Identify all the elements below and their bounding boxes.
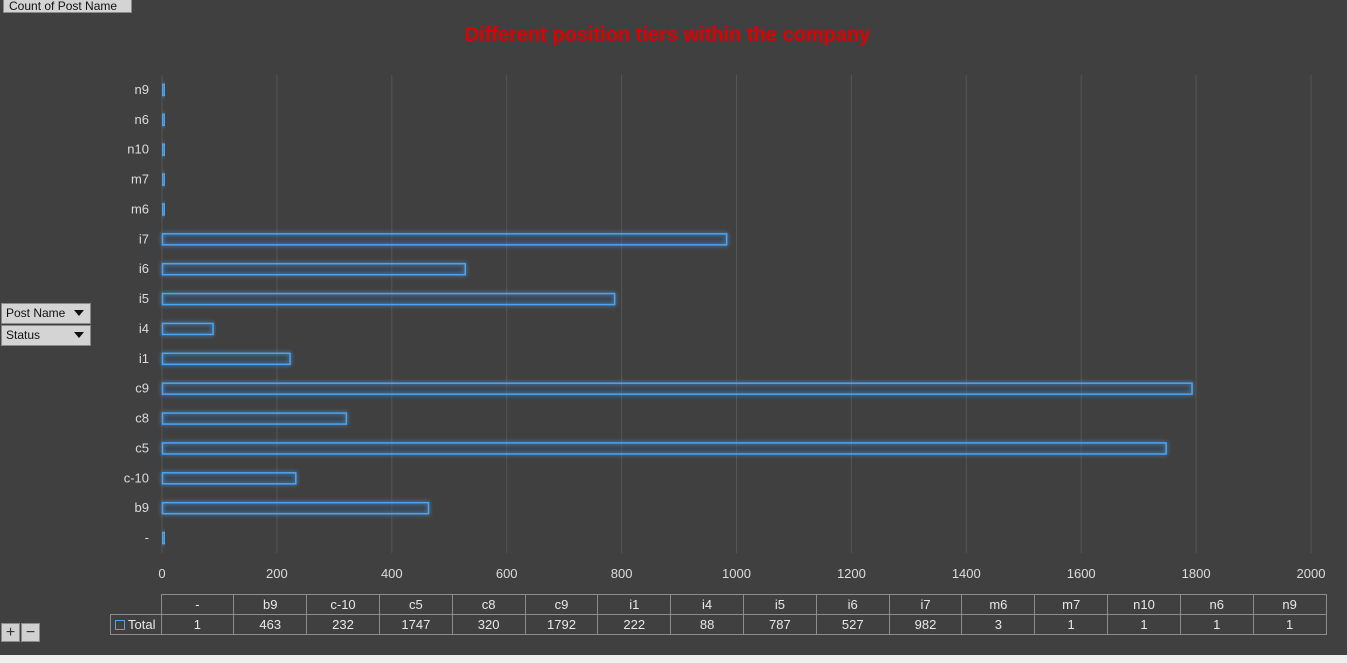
x-tick-label: 1000 bbox=[722, 566, 751, 581]
x-tick-label: 400 bbox=[381, 566, 403, 581]
data-table-category: c5 bbox=[378, 594, 453, 615]
chart-data-table: - b9 c-10 c5 c8 c9 i1 i4 i5 i6 i7 m6 m7 n10 n6 n9 Total… bbox=[110, 594, 1327, 635]
y-category-label: m7 bbox=[131, 172, 149, 187]
bar-n9[interactable] bbox=[161, 83, 166, 97]
bar-n6[interactable] bbox=[161, 113, 166, 127]
status-field-label: Status bbox=[6, 328, 41, 342]
data-table-category: b9 bbox=[233, 594, 308, 615]
data-table-category: n9 bbox=[1252, 594, 1327, 615]
data-table-series-label: Total bbox=[110, 614, 162, 635]
data-table-value: 232 bbox=[306, 614, 380, 635]
bar-n10[interactable] bbox=[161, 143, 166, 156]
data-table-category: c8 bbox=[451, 594, 526, 615]
y-category-label: i6 bbox=[139, 261, 149, 276]
post-name-field-button[interactable]: Post Name bbox=[1, 303, 91, 324]
data-table-value: 1 bbox=[1252, 614, 1327, 635]
y-category-label: i1 bbox=[139, 351, 149, 366]
data-table-value: 982 bbox=[888, 614, 963, 635]
data-table-value: 527 bbox=[815, 614, 890, 635]
data-table-category: i5 bbox=[743, 594, 817, 615]
chevron-down-icon[interactable] bbox=[74, 332, 84, 338]
bar-i1[interactable] bbox=[161, 352, 291, 366]
y-category-label: c9 bbox=[135, 381, 149, 396]
data-table-category: c-10 bbox=[306, 594, 380, 615]
bar-c8[interactable] bbox=[161, 412, 348, 425]
y-category-label: i7 bbox=[139, 231, 149, 246]
data-table-value: 1 bbox=[1107, 614, 1181, 635]
data-table-value: 3 bbox=[961, 614, 1036, 635]
y-category-label: c5 bbox=[135, 440, 149, 455]
data-table-value: 88 bbox=[670, 614, 744, 635]
data-table-value: 222 bbox=[597, 614, 672, 635]
bar--[interactable] bbox=[161, 531, 166, 545]
x-tick-label: 800 bbox=[611, 566, 633, 581]
data-table-value: 787 bbox=[743, 614, 817, 635]
bar-i4[interactable] bbox=[161, 322, 214, 336]
data-table-category: m7 bbox=[1034, 594, 1109, 615]
series-name: Total bbox=[128, 617, 156, 632]
x-tick-label: 2000 bbox=[1297, 566, 1326, 581]
y-category-label: i4 bbox=[139, 321, 149, 336]
x-tick-label: 1600 bbox=[1067, 566, 1096, 581]
x-tick-label: 1400 bbox=[952, 566, 981, 581]
data-table-category: i1 bbox=[597, 594, 672, 615]
data-table-category: m6 bbox=[961, 594, 1036, 615]
bar-c9[interactable] bbox=[161, 382, 1193, 395]
data-table-value: 320 bbox=[451, 614, 526, 635]
sheet-scrollbar[interactable] bbox=[0, 655, 1347, 663]
data-table-corner bbox=[110, 594, 162, 615]
x-tick-label: 1200 bbox=[837, 566, 866, 581]
bar-i5[interactable] bbox=[161, 292, 616, 306]
y-category-label: c-10 bbox=[124, 470, 149, 485]
chevron-down-icon[interactable] bbox=[74, 310, 84, 316]
bar-c-10[interactable] bbox=[161, 472, 297, 485]
bar-m6[interactable] bbox=[161, 203, 166, 216]
y-category-label: n10 bbox=[127, 142, 149, 157]
data-table-category: n6 bbox=[1179, 594, 1254, 615]
y-category-label: c8 bbox=[135, 411, 149, 426]
x-tick-label: 200 bbox=[266, 566, 288, 581]
zoom-out-button[interactable]: − bbox=[21, 623, 40, 642]
bar-c5[interactable] bbox=[161, 442, 1167, 455]
data-table-value: 463 bbox=[233, 614, 308, 635]
data-table-value: 1792 bbox=[524, 614, 599, 635]
y-category-label: b9 bbox=[135, 500, 149, 515]
post-name-field-label: Post Name bbox=[6, 306, 66, 320]
bar-m7[interactable] bbox=[161, 173, 166, 186]
values-field-button[interactable]: Count of Post Name bbox=[3, 0, 132, 13]
data-table-value: 1 bbox=[1179, 614, 1254, 635]
data-table-category: i4 bbox=[670, 594, 744, 615]
bar-b9[interactable] bbox=[161, 501, 430, 515]
zoom-in-button[interactable]: + bbox=[1, 623, 20, 642]
y-category-label: n6 bbox=[135, 112, 149, 127]
data-table-category: n10 bbox=[1107, 594, 1181, 615]
y-category-label: - bbox=[145, 530, 149, 545]
bar-i6[interactable] bbox=[161, 262, 467, 276]
x-tick-label: 1800 bbox=[1182, 566, 1211, 581]
data-table-values-row: Total 1 463 232 1747 320 1792 222 88 787 527 982 3 1… bbox=[110, 614, 1327, 635]
status-field-button[interactable]: Status bbox=[1, 325, 91, 346]
data-table-category: - bbox=[160, 594, 235, 615]
bar-i7[interactable] bbox=[161, 233, 728, 246]
bar-chart-plot: 0 200 400 600 800 1000 1200 1400 1600 1800 2000 - b9… bbox=[124, 75, 1326, 581]
data-table-category: i6 bbox=[815, 594, 890, 615]
chart-title: Different position tiers within the comp… bbox=[464, 24, 871, 46]
y-category-label: n9 bbox=[135, 82, 149, 97]
data-table-header-row: - b9 c-10 c5 c8 c9 i1 i4 i5 i6 i7 m6 m7 n10 n6 n9 bbox=[110, 594, 1327, 615]
data-table-category: c9 bbox=[524, 594, 599, 615]
data-table-value: 1 bbox=[160, 614, 235, 635]
y-category-label: i5 bbox=[139, 291, 149, 306]
x-tick-label: 600 bbox=[496, 566, 518, 581]
data-table-value: 1747 bbox=[378, 614, 453, 635]
legend-key-icon bbox=[115, 620, 125, 630]
x-tick-label: 0 bbox=[158, 566, 165, 581]
y-category-label: m6 bbox=[131, 201, 149, 216]
data-table-category: i7 bbox=[888, 594, 963, 615]
data-table-value: 1 bbox=[1034, 614, 1109, 635]
